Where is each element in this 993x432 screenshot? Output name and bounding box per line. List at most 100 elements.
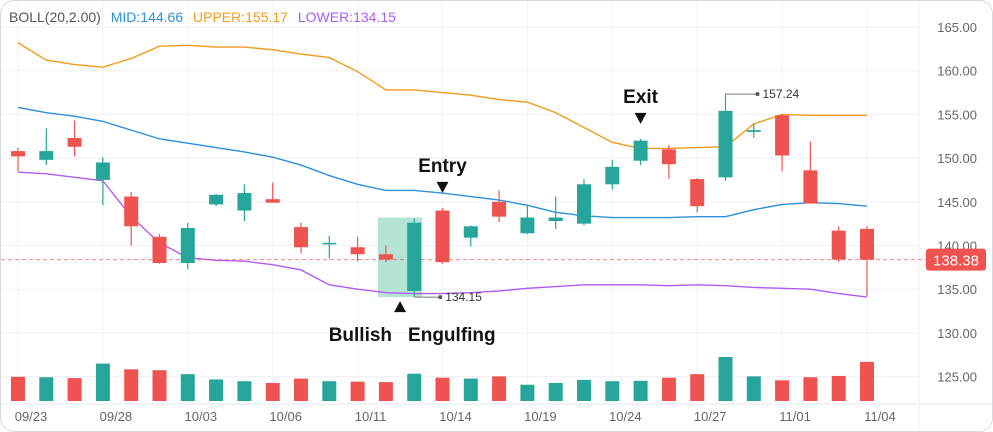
pattern-label-bullish: Bullish [329, 325, 392, 346]
mid-band-line [17, 106, 868, 219]
candle[interactable] [152, 234, 167, 264]
volume-bar [378, 382, 393, 401]
exit-arrow-icon [634, 112, 647, 124]
candle[interactable] [492, 190, 507, 222]
candle-body [520, 217, 535, 234]
y-tick-label: 130.00 [937, 326, 977, 341]
candle[interactable] [378, 245, 393, 263]
volume-bar [463, 378, 478, 401]
volume-bar [577, 379, 591, 401]
candle[interactable] [746, 123, 761, 138]
volume-bar [775, 380, 790, 401]
candle[interactable] [803, 141, 818, 204]
volume-bar [746, 376, 761, 401]
y-tick-label: 165.00 [937, 20, 977, 35]
x-tick-label: 11/01 [779, 409, 811, 424]
y-tick-label: 125.00 [937, 370, 977, 385]
legend-name: BOLL(20,2.00) [9, 9, 101, 25]
candle-body [209, 194, 224, 205]
candle-body [124, 196, 139, 227]
volume-bar [407, 373, 422, 401]
candle-body [294, 227, 308, 248]
candle-body [152, 236, 167, 263]
candle[interactable] [463, 225, 478, 247]
candle-body [605, 166, 620, 185]
x-tick-label: 10/14 [439, 409, 472, 424]
candle-body [548, 217, 563, 222]
candle-body [492, 201, 507, 217]
candle[interactable] [633, 138, 648, 166]
volume-bar [39, 377, 54, 401]
high-value: 157.24 [763, 87, 800, 101]
x-tick-label: 10/24 [609, 409, 642, 424]
candle[interactable] [237, 184, 252, 222]
candle-body [407, 222, 422, 291]
candles[interactable] [11, 95, 874, 298]
candle-body [577, 184, 591, 224]
candle[interactable] [548, 196, 563, 229]
legend-lower: LOWER:134.15 [297, 9, 396, 25]
candle[interactable] [661, 144, 676, 180]
candle[interactable] [95, 157, 110, 206]
candle-body [11, 151, 25, 157]
candle-body [661, 149, 676, 165]
candle-body [67, 137, 82, 147]
candle[interactable] [265, 182, 280, 203]
high-dot [755, 92, 760, 97]
candle[interactable] [67, 120, 82, 157]
annotations: Entry Exit Bullish Engulfing 134.15 157.… [329, 87, 800, 346]
volume-bar [860, 361, 874, 401]
candle[interactable] [831, 226, 846, 263]
volume-bar [718, 357, 733, 401]
candle[interactable] [860, 226, 874, 297]
candle-body [322, 242, 337, 245]
candle-body [435, 210, 450, 263]
volume-bar [548, 382, 563, 401]
candle[interactable] [209, 193, 224, 207]
candle[interactable] [294, 222, 308, 254]
volume-bar [831, 375, 846, 401]
y-axis: 125.00130.00135.00140.00145.00150.00155.… [937, 20, 977, 385]
candle-body [463, 226, 478, 238]
volume-bar [237, 381, 252, 401]
candle-body [718, 110, 733, 178]
volume-bar [265, 382, 280, 401]
candle-body [860, 228, 874, 260]
volume-bar [633, 380, 648, 401]
x-tick-label: 10/03 [185, 409, 218, 424]
x-tick-label: 10/19 [524, 409, 557, 424]
candle[interactable] [39, 128, 54, 166]
x-tick-label: 09/28 [100, 409, 133, 424]
candle[interactable] [322, 235, 337, 259]
pattern-low-dot [438, 295, 443, 300]
candle[interactable] [11, 147, 25, 172]
x-axis: 09/23 09/28 10/03 10/06 10/11 10/14 10/19 10/24… [15, 409, 896, 424]
candle[interactable] [124, 192, 139, 246]
volume-bar [803, 377, 818, 401]
candle[interactable] [180, 222, 195, 270]
candle[interactable] [718, 95, 733, 181]
candle-body [831, 230, 846, 260]
candle[interactable] [350, 236, 365, 262]
candle[interactable] [605, 159, 620, 190]
candle[interactable] [775, 114, 790, 172]
candle[interactable] [690, 178, 705, 213]
entry-arrow-icon [436, 181, 449, 193]
volume-bar [350, 381, 365, 401]
last-price-tag-value: 138.38 [933, 253, 979, 270]
volume-bar [95, 363, 110, 401]
candle[interactable] [435, 207, 450, 264]
candle-body [237, 193, 252, 211]
candle-body [180, 228, 195, 263]
y-tick-label: 135.00 [937, 282, 977, 297]
candle[interactable] [520, 205, 535, 235]
y-tick-label: 160.00 [937, 64, 977, 79]
last-price-tag-bg [926, 248, 986, 271]
last-price-tag: 138.38 [926, 248, 986, 271]
candle[interactable] [407, 218, 422, 298]
volume-bar [322, 381, 337, 401]
candle[interactable] [577, 179, 591, 226]
y-tick-label: 150.00 [937, 151, 977, 166]
